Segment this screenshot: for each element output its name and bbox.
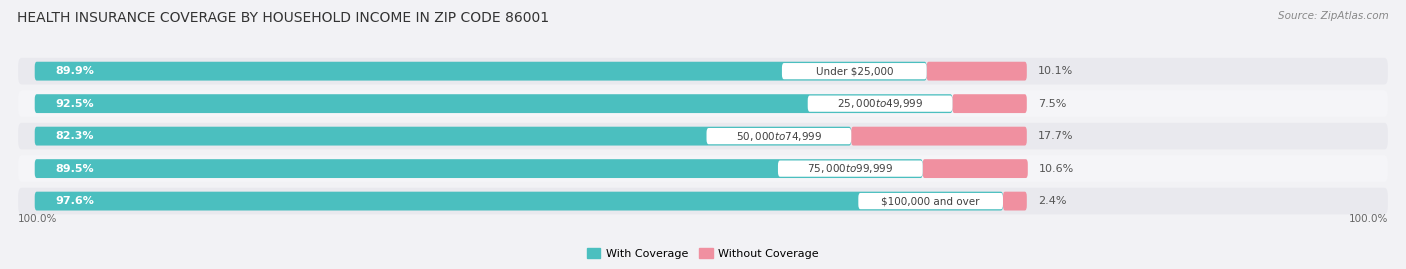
- Text: 89.9%: 89.9%: [55, 66, 94, 76]
- FancyBboxPatch shape: [18, 90, 1388, 117]
- FancyBboxPatch shape: [18, 123, 1388, 150]
- Text: 10.6%: 10.6%: [1039, 164, 1074, 174]
- Text: 100.0%: 100.0%: [18, 214, 58, 224]
- FancyBboxPatch shape: [35, 94, 952, 113]
- Text: 97.6%: 97.6%: [55, 196, 94, 206]
- Text: 82.3%: 82.3%: [55, 131, 94, 141]
- Text: $50,000 to $74,999: $50,000 to $74,999: [735, 130, 823, 143]
- Text: Source: ZipAtlas.com: Source: ZipAtlas.com: [1278, 11, 1389, 21]
- FancyBboxPatch shape: [18, 188, 1388, 214]
- FancyBboxPatch shape: [851, 127, 1026, 146]
- Text: 7.5%: 7.5%: [1038, 99, 1066, 109]
- Text: HEALTH INSURANCE COVERAGE BY HOUSEHOLD INCOME IN ZIP CODE 86001: HEALTH INSURANCE COVERAGE BY HOUSEHOLD I…: [17, 11, 548, 25]
- Text: Under $25,000: Under $25,000: [815, 66, 893, 76]
- FancyBboxPatch shape: [807, 95, 952, 112]
- FancyBboxPatch shape: [707, 128, 851, 144]
- Text: 2.4%: 2.4%: [1038, 196, 1066, 206]
- FancyBboxPatch shape: [922, 159, 1028, 178]
- FancyBboxPatch shape: [858, 193, 1002, 209]
- FancyBboxPatch shape: [782, 63, 927, 79]
- Text: 89.5%: 89.5%: [55, 164, 94, 174]
- FancyBboxPatch shape: [778, 161, 922, 177]
- FancyBboxPatch shape: [35, 62, 927, 81]
- Text: 17.7%: 17.7%: [1038, 131, 1073, 141]
- FancyBboxPatch shape: [18, 58, 1388, 84]
- FancyBboxPatch shape: [35, 127, 851, 146]
- FancyBboxPatch shape: [35, 192, 1002, 211]
- FancyBboxPatch shape: [18, 155, 1388, 182]
- FancyBboxPatch shape: [35, 159, 922, 178]
- Text: 92.5%: 92.5%: [55, 99, 94, 109]
- Text: 10.1%: 10.1%: [1038, 66, 1073, 76]
- Legend: With Coverage, Without Coverage: With Coverage, Without Coverage: [582, 244, 824, 263]
- Text: $25,000 to $49,999: $25,000 to $49,999: [837, 97, 924, 110]
- FancyBboxPatch shape: [1002, 192, 1026, 211]
- Text: 100.0%: 100.0%: [1348, 214, 1388, 224]
- Text: $75,000 to $99,999: $75,000 to $99,999: [807, 162, 893, 175]
- FancyBboxPatch shape: [927, 62, 1026, 81]
- Text: $100,000 and over: $100,000 and over: [882, 196, 980, 206]
- FancyBboxPatch shape: [952, 94, 1026, 113]
